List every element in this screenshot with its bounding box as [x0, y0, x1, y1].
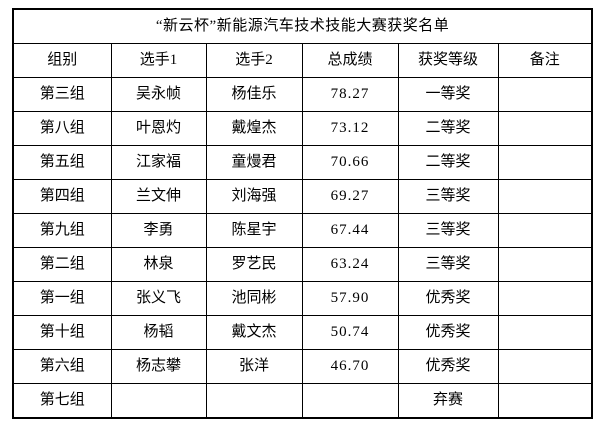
player1-cell: [110, 383, 207, 419]
note-cell: [497, 247, 593, 282]
table-row: 第四组 兰文伸 刘海强 69.27 三等奖: [12, 179, 593, 214]
award-cell: 一等奖: [397, 77, 499, 112]
table-row: 第五组 江家福 童熳君 70.66 二等奖: [12, 145, 593, 180]
player1-cell: 张义飞: [110, 281, 207, 316]
table-row: 第二组 林泉 罗艺民 63.24 三等奖: [12, 247, 593, 282]
header-award: 获奖等级: [397, 43, 499, 78]
note-cell: [497, 179, 593, 214]
score-cell: 73.12: [301, 111, 399, 146]
award-table: “新云杯”新能源汽车技术技能大赛获奖名单 组别 选手1 选手2 总成绩 获奖等级…: [12, 8, 594, 419]
award-cell: 三等奖: [397, 179, 499, 214]
note-cell: [497, 111, 593, 146]
player1-cell: 江家福: [110, 145, 207, 180]
note-cell: [497, 349, 593, 384]
award-cell: 三等奖: [397, 213, 499, 248]
table-row: 第九组 李勇 陈星宇 67.44 三等奖: [12, 213, 593, 248]
group-cell: 第六组: [12, 349, 112, 384]
group-cell: 第十组: [12, 315, 112, 350]
table-row: 第一组 张义飞 池同彬 57.90 优秀奖: [12, 281, 593, 316]
note-cell: [497, 383, 593, 419]
score-cell: 50.74: [301, 315, 399, 350]
header-row: 组别 选手1 选手2 总成绩 获奖等级 备注: [12, 43, 593, 78]
table-row: 第八组 叶恩灼 戴煌杰 73.12 二等奖: [12, 111, 593, 146]
award-cell: 优秀奖: [397, 349, 499, 384]
note-cell: [497, 213, 593, 248]
award-cell: 优秀奖: [397, 315, 499, 350]
player2-cell: 池同彬: [205, 281, 303, 316]
note-cell: [497, 315, 593, 350]
score-cell: 70.66: [301, 145, 399, 180]
award-cell: 二等奖: [397, 111, 499, 146]
group-cell: 第八组: [12, 111, 112, 146]
player1-cell: 李勇: [110, 213, 207, 248]
award-cell: 弃赛: [397, 383, 499, 419]
player2-cell: 张洋: [205, 349, 303, 384]
score-cell: 69.27: [301, 179, 399, 214]
score-cell: 67.44: [301, 213, 399, 248]
award-cell: 优秀奖: [397, 281, 499, 316]
player1-cell: 林泉: [110, 247, 207, 282]
header-player1: 选手1: [110, 43, 207, 78]
score-cell: [301, 383, 399, 419]
player2-cell: 童熳君: [205, 145, 303, 180]
player1-cell: 吴永帧: [110, 77, 207, 112]
page-title: “新云杯”新能源汽车技术技能大赛获奖名单: [12, 8, 593, 44]
group-cell: 第五组: [12, 145, 112, 180]
table-row: 第六组 杨志攀 张洋 46.70 优秀奖: [12, 349, 593, 384]
group-cell: 第四组: [12, 179, 112, 214]
player2-cell: 陈星宇: [205, 213, 303, 248]
note-cell: [497, 77, 593, 112]
score-cell: 46.70: [301, 349, 399, 384]
score-cell: 63.24: [301, 247, 399, 282]
table-row: 第七组 弃赛: [12, 383, 593, 419]
header-note: 备注: [497, 43, 593, 78]
group-cell: 第二组: [12, 247, 112, 282]
title-row: “新云杯”新能源汽车技术技能大赛获奖名单: [12, 8, 593, 44]
player2-cell: 罗艺民: [205, 247, 303, 282]
table-row: 第十组 杨韬 戴文杰 50.74 优秀奖: [12, 315, 593, 350]
note-cell: [497, 145, 593, 180]
header-player2: 选手2: [205, 43, 303, 78]
score-cell: 78.27: [301, 77, 399, 112]
award-cell: 三等奖: [397, 247, 499, 282]
player2-cell: 戴文杰: [205, 315, 303, 350]
award-cell: 二等奖: [397, 145, 499, 180]
table-row: 第三组 吴永帧 杨佳乐 78.27 一等奖: [12, 77, 593, 112]
header-score: 总成绩: [301, 43, 399, 78]
player2-cell: 戴煌杰: [205, 111, 303, 146]
player1-cell: 杨韬: [110, 315, 207, 350]
player2-cell: [205, 383, 303, 419]
player1-cell: 杨志攀: [110, 349, 207, 384]
player1-cell: 叶恩灼: [110, 111, 207, 146]
player2-cell: 刘海强: [205, 179, 303, 214]
group-cell: 第七组: [12, 383, 112, 419]
header-group: 组别: [12, 43, 112, 78]
player2-cell: 杨佳乐: [205, 77, 303, 112]
score-cell: 57.90: [301, 281, 399, 316]
group-cell: 第九组: [12, 213, 112, 248]
player1-cell: 兰文伸: [110, 179, 207, 214]
group-cell: 第三组: [12, 77, 112, 112]
group-cell: 第一组: [12, 281, 112, 316]
note-cell: [497, 281, 593, 316]
